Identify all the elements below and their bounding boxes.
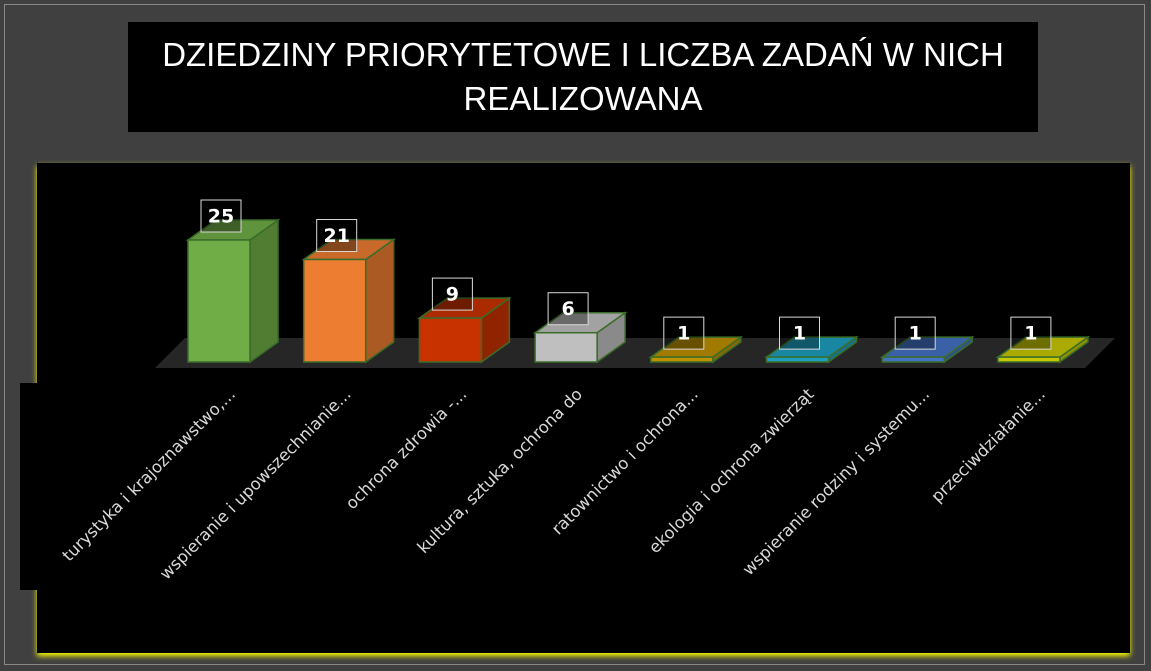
- bar: [881, 356, 945, 363]
- data-label: 9: [446, 284, 459, 306]
- bar: [187, 239, 251, 363]
- bar: [418, 317, 483, 363]
- bar: [650, 356, 714, 363]
- data-label-box: [894, 316, 936, 350]
- bar-side: [364, 238, 395, 364]
- data-label: 1: [677, 323, 690, 345]
- data-label: 1: [1024, 323, 1037, 345]
- data-label: 21: [323, 225, 349, 247]
- floor: [155, 338, 1115, 368]
- frame: [4, 4, 1145, 665]
- bar: [302, 258, 367, 363]
- chart-title: DZIEDZINY PRIORYTETOWE I LICZBA ZADAŃ W …: [128, 22, 1038, 132]
- data-label: 1: [909, 323, 922, 345]
- data-label-box: [779, 316, 820, 350]
- data-label-box: [547, 292, 589, 326]
- data-label-box: [200, 199, 242, 233]
- data-label-box: [1010, 316, 1052, 350]
- data-label: 1: [793, 323, 806, 345]
- bar: [534, 331, 598, 363]
- label-overflow: [20, 383, 40, 590]
- data-label-box: [663, 316, 705, 350]
- bar-side: [249, 218, 279, 364]
- data-label: 25: [208, 206, 234, 228]
- data-label: 6: [561, 298, 574, 320]
- bar: [765, 356, 830, 363]
- data-label-box: [316, 219, 358, 253]
- data-label-box: [431, 277, 473, 311]
- bar: [997, 356, 1061, 363]
